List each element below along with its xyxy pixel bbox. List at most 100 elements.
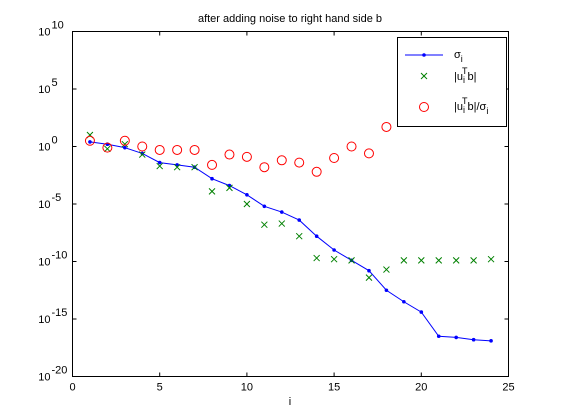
data-point-sigma: [297, 218, 302, 222]
data-point-utb: [383, 266, 390, 273]
data-point-utb: [104, 145, 111, 153]
data-point-utb: [348, 256, 355, 264]
data-point-utb: [156, 162, 164, 170]
data-point-utb: [417, 256, 425, 264]
x-axis: 0 5 10 15 20 25: [69, 31, 515, 394]
series-line-sigma: [89, 141, 492, 342]
y-tick-label-exponent: -10: [52, 250, 68, 262]
y-tick-label-base: 10: [38, 257, 50, 269]
data-point-utb: [313, 254, 321, 262]
y-tick-label: 10: [38, 199, 50, 211]
data-point-ratio: [172, 144, 183, 155]
y-tick-label: 10: [38, 314, 50, 326]
data-point-utb: [295, 232, 303, 240]
legend-label-sigma: σi: [454, 49, 463, 64]
y-tick-label-exponent: 0: [52, 135, 58, 147]
data-point-ratio: [102, 142, 113, 153]
data-point-sigma: [314, 234, 319, 238]
data-point-utb: [191, 163, 198, 171]
data-point-sigma: [454, 335, 458, 340]
x-tick-label: 5: [157, 382, 163, 394]
data-point-ratio: [154, 144, 165, 155]
legend-entry-sigma: σi: [405, 49, 463, 64]
data-point-sigma: [489, 339, 493, 343]
data-point-sigma: [384, 288, 389, 293]
x-axis-label: i: [289, 396, 291, 408]
y-tick-label: 10: [38, 372, 50, 384]
data-point-utb: [487, 255, 495, 263]
y-tick-label-base: 10: [38, 142, 50, 154]
legend-entry-ratio: |uiTb|/σi: [419, 96, 488, 116]
data-point-ratio: [346, 141, 357, 152]
data-point-ratio: [259, 162, 270, 173]
y-tick-label-base: 10: [38, 84, 50, 96]
data-point-sigma: [279, 210, 284, 214]
legend-entry-utb: |uiTb|: [420, 66, 476, 85]
data-point-utb: [330, 255, 338, 263]
data-point-utb: [400, 256, 408, 264]
data-point-utb: [278, 220, 286, 227]
x-tick-label: 20: [415, 382, 427, 394]
data-point-ratio: [189, 144, 200, 155]
legend-label-ratio: |uiTb|/σi: [454, 96, 488, 116]
legend: σi |uiTb| |uiTb|/σi: [397, 37, 507, 127]
data-point-ratio: [224, 149, 235, 160]
y-tick-label-base: 10: [38, 314, 50, 326]
data-point-ratio: [137, 141, 148, 152]
y-tick-label-exponent: 5: [52, 77, 58, 89]
x-tick-label: 15: [328, 382, 340, 394]
data-point-utb: [470, 256, 477, 264]
data-point-ratio: [119, 135, 130, 146]
data-point-sigma: [367, 268, 371, 273]
data-point-sigma: [436, 334, 441, 339]
data-point-ratio: [241, 151, 252, 162]
data-point-ratio: [381, 121, 392, 132]
data-series: [84, 103, 495, 343]
data-point-utb: [138, 151, 146, 158]
data-point-sigma: [419, 310, 424, 314]
data-point-ratio: [84, 135, 95, 146]
y-tick-label-exponent: -5: [52, 192, 62, 204]
y-tick-label: 10: [38, 142, 50, 154]
data-point-utb: [435, 256, 443, 264]
data-point-sigma: [88, 140, 92, 144]
data-point-sigma: [157, 160, 162, 165]
data-point-utb: [243, 200, 251, 208]
data-point-sigma: [262, 204, 267, 209]
data-point-utb: [121, 140, 129, 148]
legend-box: [397, 37, 507, 127]
legend-label-utb: |uiTb|: [454, 66, 476, 85]
data-point-sigma: [471, 337, 476, 342]
legend-marker-utb: [420, 72, 428, 80]
data-point-ratio: [363, 148, 374, 159]
data-point-sigma: [402, 299, 406, 304]
data-point-sigma: [332, 248, 336, 252]
data-point-utb: [208, 187, 216, 195]
data-point-ratio: [294, 157, 305, 168]
y-tick-label: 10: [38, 27, 50, 39]
data-point-utb: [452, 256, 460, 264]
y-tick-label: 10: [38, 84, 50, 96]
data-point-ratio: [276, 155, 287, 166]
data-point-utb: [226, 184, 233, 192]
legend-marker-sigma: [422, 53, 426, 57]
y-tick-label-base: 10: [38, 199, 50, 211]
series-utb: [86, 131, 495, 281]
data-point-sigma: [210, 176, 214, 181]
x-tick-label: 0: [69, 382, 75, 394]
data-point-utb: [173, 163, 181, 171]
y-tick-label: 10: [38, 257, 50, 269]
data-point-utb: [260, 221, 268, 229]
chart-title: after adding noise to right hand side b: [198, 13, 382, 25]
data-point-ratio: [207, 159, 218, 170]
y-tick-label-exponent: -20: [52, 365, 68, 377]
y-tick-label-exponent: -15: [52, 307, 68, 319]
data-point-ratio: [329, 153, 340, 163]
legend-marker-ratio: [419, 102, 429, 112]
y-tick-label-base: 10: [38, 27, 50, 39]
y-tick-label-exponent: 10: [52, 20, 64, 32]
x-tick-label: 25: [502, 382, 514, 394]
y-tick-label-base: 10: [38, 372, 50, 384]
